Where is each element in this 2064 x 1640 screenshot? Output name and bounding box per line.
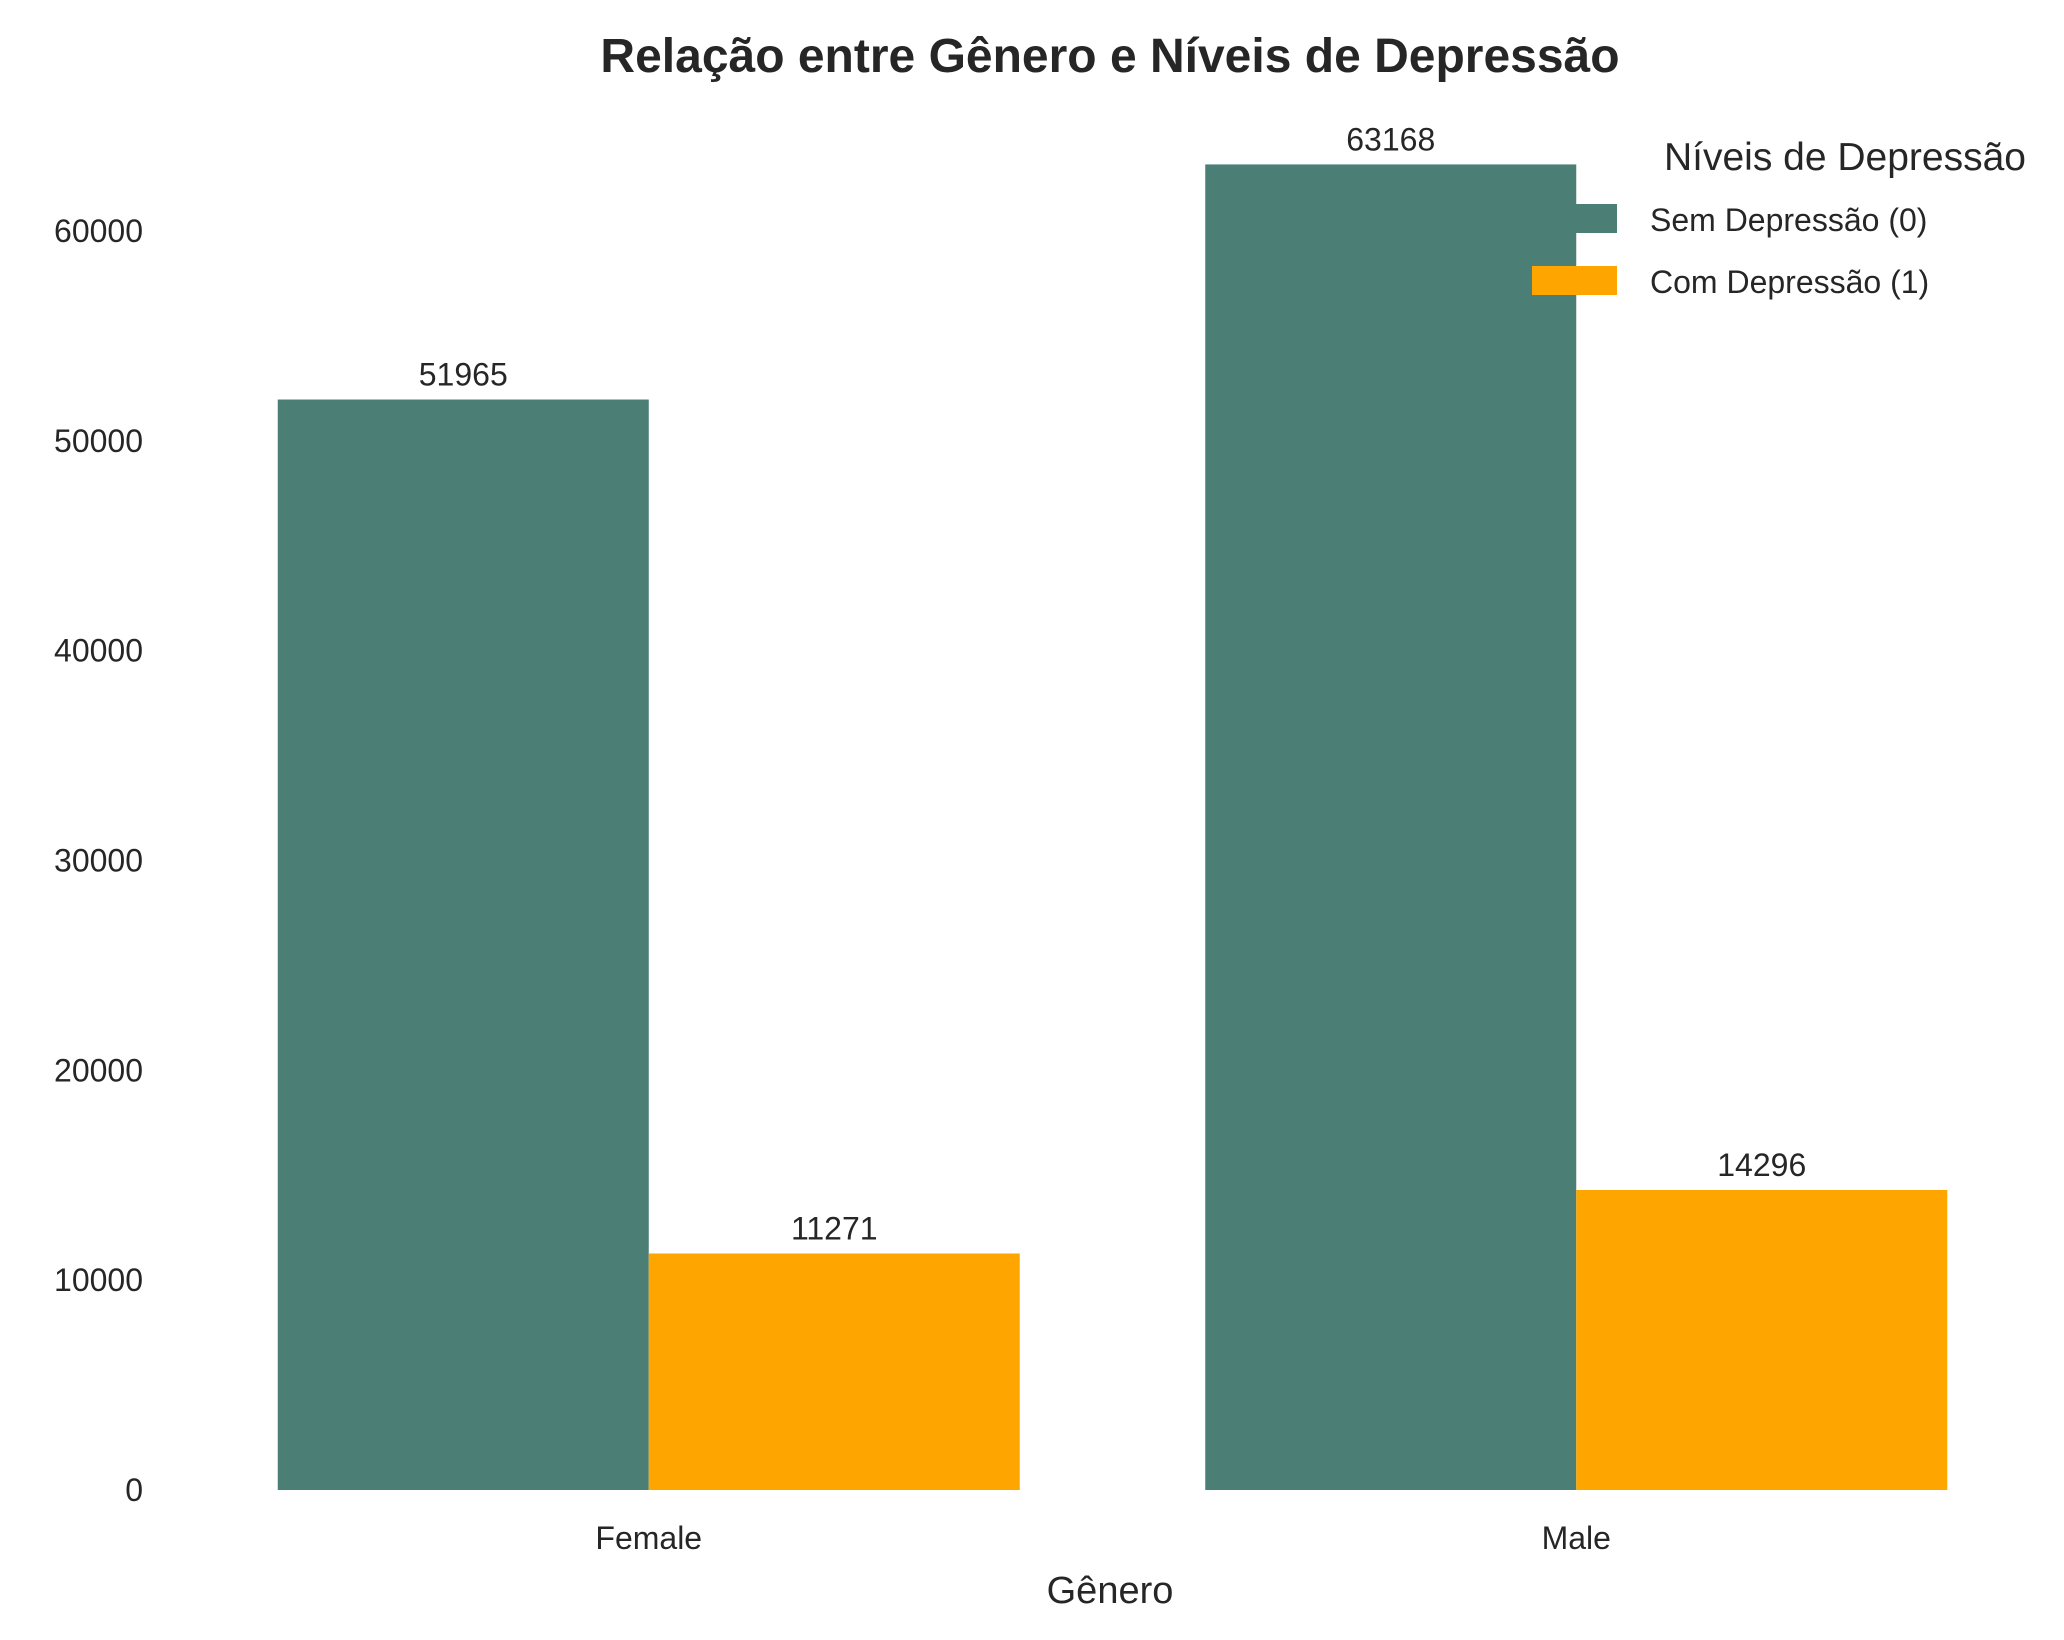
chart-title: Relação entre Gênero e Níveis de Depress… <box>600 30 1619 83</box>
y-tick-label: 40000 <box>54 633 143 669</box>
data-label-female-series-0: 51965 <box>419 357 508 393</box>
y-tick-label: 0 <box>125 1472 143 1508</box>
x-axis-label: Gênero <box>1047 1570 1174 1612</box>
legend-swatch-series-0 <box>1532 204 1617 233</box>
bars-layer <box>277 164 1948 1491</box>
x-tick-label-male: Male <box>1542 1520 1611 1556</box>
legend-label-series-0: Sem Depressão (0) <box>1650 202 1927 238</box>
legend: Níveis de Depressão Sem Depressão (0) Com… <box>1532 136 2026 300</box>
x-axis-ticks: Female Male <box>595 1520 1611 1556</box>
data-label-male-series-1: 14296 <box>1717 1147 1806 1183</box>
legend-swatch-series-1 <box>1532 266 1617 295</box>
bar-female-series-1 <box>648 1253 1020 1490</box>
y-tick-label: 30000 <box>54 842 143 878</box>
data-labels-layer: 51965 63168 11271 14296 <box>419 121 1806 1246</box>
y-tick-label: 10000 <box>54 1262 143 1298</box>
bar-male-series-1 <box>1576 1190 1948 1490</box>
legend-title: Níveis de Depressão <box>1664 136 2026 179</box>
y-tick-label: 20000 <box>54 1052 143 1088</box>
legend-items: Sem Depressão (0) Com Depressão (1) <box>1532 202 1929 300</box>
bar-female-series-0 <box>277 399 649 1490</box>
bar-male-series-0 <box>1205 164 1577 1491</box>
y-tick-label: 60000 <box>54 213 143 249</box>
x-tick-label-female: Female <box>595 1520 702 1556</box>
data-label-female-series-1: 11271 <box>791 1210 878 1246</box>
y-tick-label: 50000 <box>54 423 143 459</box>
y-axis-ticks: 0 10000 20000 30000 40000 50000 60000 <box>54 213 143 1508</box>
legend-label-series-1: Com Depressão (1) <box>1650 264 1929 300</box>
data-label-male-series-0: 63168 <box>1346 121 1435 157</box>
